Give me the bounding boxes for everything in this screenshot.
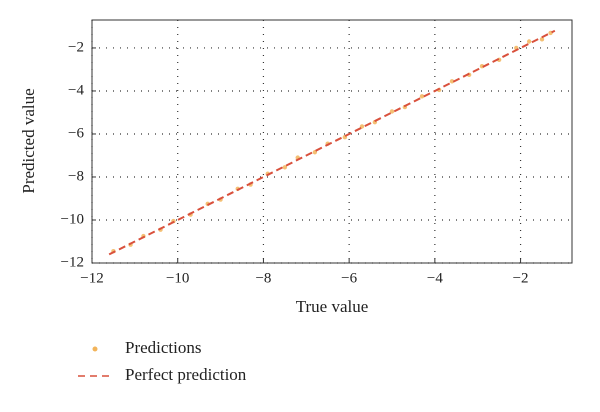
legend-label: Perfect prediction xyxy=(125,365,247,384)
y-tick-label: −12 xyxy=(61,254,84,270)
x-tick-label: −10 xyxy=(166,270,189,286)
legend-label: Predictions xyxy=(125,338,202,357)
plot-frame xyxy=(91,19,573,264)
point xyxy=(449,79,455,84)
perfect-line xyxy=(108,29,556,256)
point xyxy=(389,109,395,114)
point xyxy=(526,39,532,44)
y-tick-label: −8 xyxy=(68,168,84,184)
y-tick-label: −6 xyxy=(68,125,84,141)
x-tick-label: −8 xyxy=(255,270,271,286)
point xyxy=(282,165,288,170)
legend-swatch xyxy=(92,346,98,352)
point xyxy=(539,37,545,42)
x-tick-label: −6 xyxy=(341,270,357,286)
x-tick-label: −12 xyxy=(80,270,103,286)
y-tick-label: −4 xyxy=(68,82,84,98)
y-tick-label: −2 xyxy=(68,39,84,55)
x-tick-label: −2 xyxy=(513,270,529,286)
point xyxy=(419,94,425,99)
y-axis-label: Predicted value xyxy=(19,88,38,193)
x-axis-label: True value xyxy=(296,297,369,316)
x-tick-label: −4 xyxy=(427,270,443,286)
y-tick-label: −10 xyxy=(61,211,84,227)
